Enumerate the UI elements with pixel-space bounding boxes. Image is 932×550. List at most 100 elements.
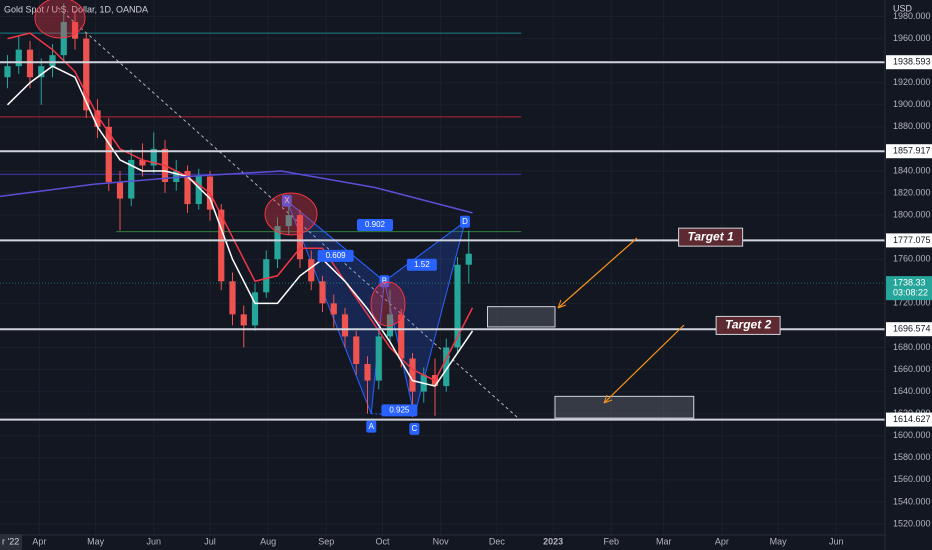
- x-tick-label: Apr: [32, 536, 46, 546]
- y-tick-label: 1800.000: [893, 209, 931, 219]
- x-tick-label: May: [770, 536, 788, 546]
- candle-body: [4, 66, 11, 78]
- candle-body: [285, 215, 292, 227]
- candle-body: [26, 49, 34, 78]
- trendline: [57, 7, 520, 420]
- candle-body: [116, 182, 124, 199]
- x-tick-label: Mar: [656, 536, 672, 546]
- candle-body: [38, 66, 45, 78]
- tag-box: [317, 249, 354, 262]
- candle-body: [105, 126, 112, 183]
- target-tag: [715, 315, 781, 335]
- candle-body: [330, 303, 337, 315]
- grid: [0, 0, 885, 535]
- candle-body: [409, 358, 416, 392]
- x-tick-label: Aug: [260, 536, 276, 546]
- candle-body: [274, 226, 281, 260]
- pattern-link: [286, 200, 385, 282]
- candle-body: [49, 55, 56, 67]
- candle-body: [184, 170, 191, 205]
- currency: USD: [893, 3, 913, 13]
- highlight: [34, 0, 86, 39]
- x-tick-label: Nov: [433, 536, 450, 546]
- y-tick-label: 1820.000: [893, 187, 931, 197]
- arrow-head: [557, 299, 567, 309]
- tag-label: X: [284, 196, 290, 205]
- y-tick-label: 1640.000: [893, 386, 931, 396]
- level-tag: [886, 233, 932, 248]
- candle-body: [465, 253, 472, 265]
- y-tick-label: 1580.000: [893, 452, 931, 462]
- candle-body: [60, 22, 67, 56]
- price-label: 1738.33: [893, 278, 926, 288]
- tag-box: [366, 420, 377, 433]
- arrow: [603, 324, 685, 404]
- moving-average: [6, 65, 474, 387]
- candle-body: [398, 314, 405, 359]
- corner-box: [0, 534, 22, 550]
- x-tick-label: Apr: [715, 536, 729, 546]
- chart-title: Gold Spot / U.S. Dollar, 1D, OANDA: [4, 4, 148, 14]
- y-tick-label: 1960.000: [893, 33, 931, 43]
- tag-box: [409, 422, 420, 435]
- level-tag: [886, 144, 932, 159]
- price-tag: [886, 276, 932, 301]
- target-label: Target 1: [688, 229, 735, 243]
- y-tick-label: 1920.000: [893, 77, 931, 87]
- candle-body: [308, 259, 315, 282]
- x-tick-label: Dec: [489, 536, 506, 546]
- tag-label: D: [462, 217, 468, 226]
- x-tick-label: Sep: [318, 536, 334, 546]
- candle-body: [364, 364, 371, 381]
- target-label: Target 2: [725, 318, 772, 332]
- x-tick-label: May: [87, 536, 105, 546]
- candle-body: [83, 38, 90, 111]
- candle-body: [195, 176, 202, 205]
- tag-box: [406, 258, 437, 271]
- corner-label: r '22: [2, 536, 19, 546]
- x-tick-label: Jul: [204, 536, 216, 546]
- level-label: 1857.917: [893, 146, 931, 156]
- highlight: [264, 192, 318, 236]
- x-tick-label: Oct: [375, 536, 390, 546]
- candle-body: [454, 264, 461, 348]
- tag-box: [379, 275, 390, 288]
- tag-label: B: [382, 276, 387, 285]
- candle-body: [229, 281, 236, 315]
- tag-label: 0.925: [389, 405, 410, 414]
- candle-body: [240, 314, 247, 326]
- candle-body: [173, 170, 180, 183]
- highlight: [370, 281, 406, 327]
- x-tick-label: Jun: [146, 536, 161, 546]
- y-tick-label: 1600.000: [893, 430, 931, 440]
- level-label: 1777.075: [893, 235, 931, 245]
- level-tag: [886, 55, 932, 70]
- tag-box: [357, 219, 393, 232]
- candle-body: [375, 336, 382, 381]
- pattern-link: [384, 221, 466, 282]
- target-tag: [678, 227, 744, 247]
- candle-body: [443, 347, 450, 387]
- target-box: [554, 395, 695, 419]
- level-label: 1696.574: [893, 324, 931, 334]
- candle-body: [296, 215, 304, 260]
- tag-label: 0.902: [365, 220, 386, 229]
- candle-body: [341, 314, 349, 337]
- tag-label: C: [411, 424, 417, 433]
- y-tick-label: 1900.000: [893, 99, 931, 109]
- candle-body: [319, 281, 326, 304]
- y-tick-label: 1840.000: [893, 165, 931, 175]
- y-tick-label: 1980.000: [893, 11, 931, 21]
- candle-body: [128, 159, 135, 199]
- level-label: 1938.593: [893, 57, 931, 67]
- y-tick-label: 1680.000: [893, 342, 931, 352]
- candle-body: [139, 159, 146, 166]
- candle-body: [15, 49, 22, 67]
- level-label: 1614.627: [893, 414, 931, 424]
- level-tag: [886, 412, 932, 427]
- tag-box: [460, 215, 470, 228]
- candle-body: [71, 22, 79, 39]
- candle-body: [353, 336, 360, 365]
- candle-body: [218, 209, 225, 282]
- tag-label: A: [369, 422, 375, 431]
